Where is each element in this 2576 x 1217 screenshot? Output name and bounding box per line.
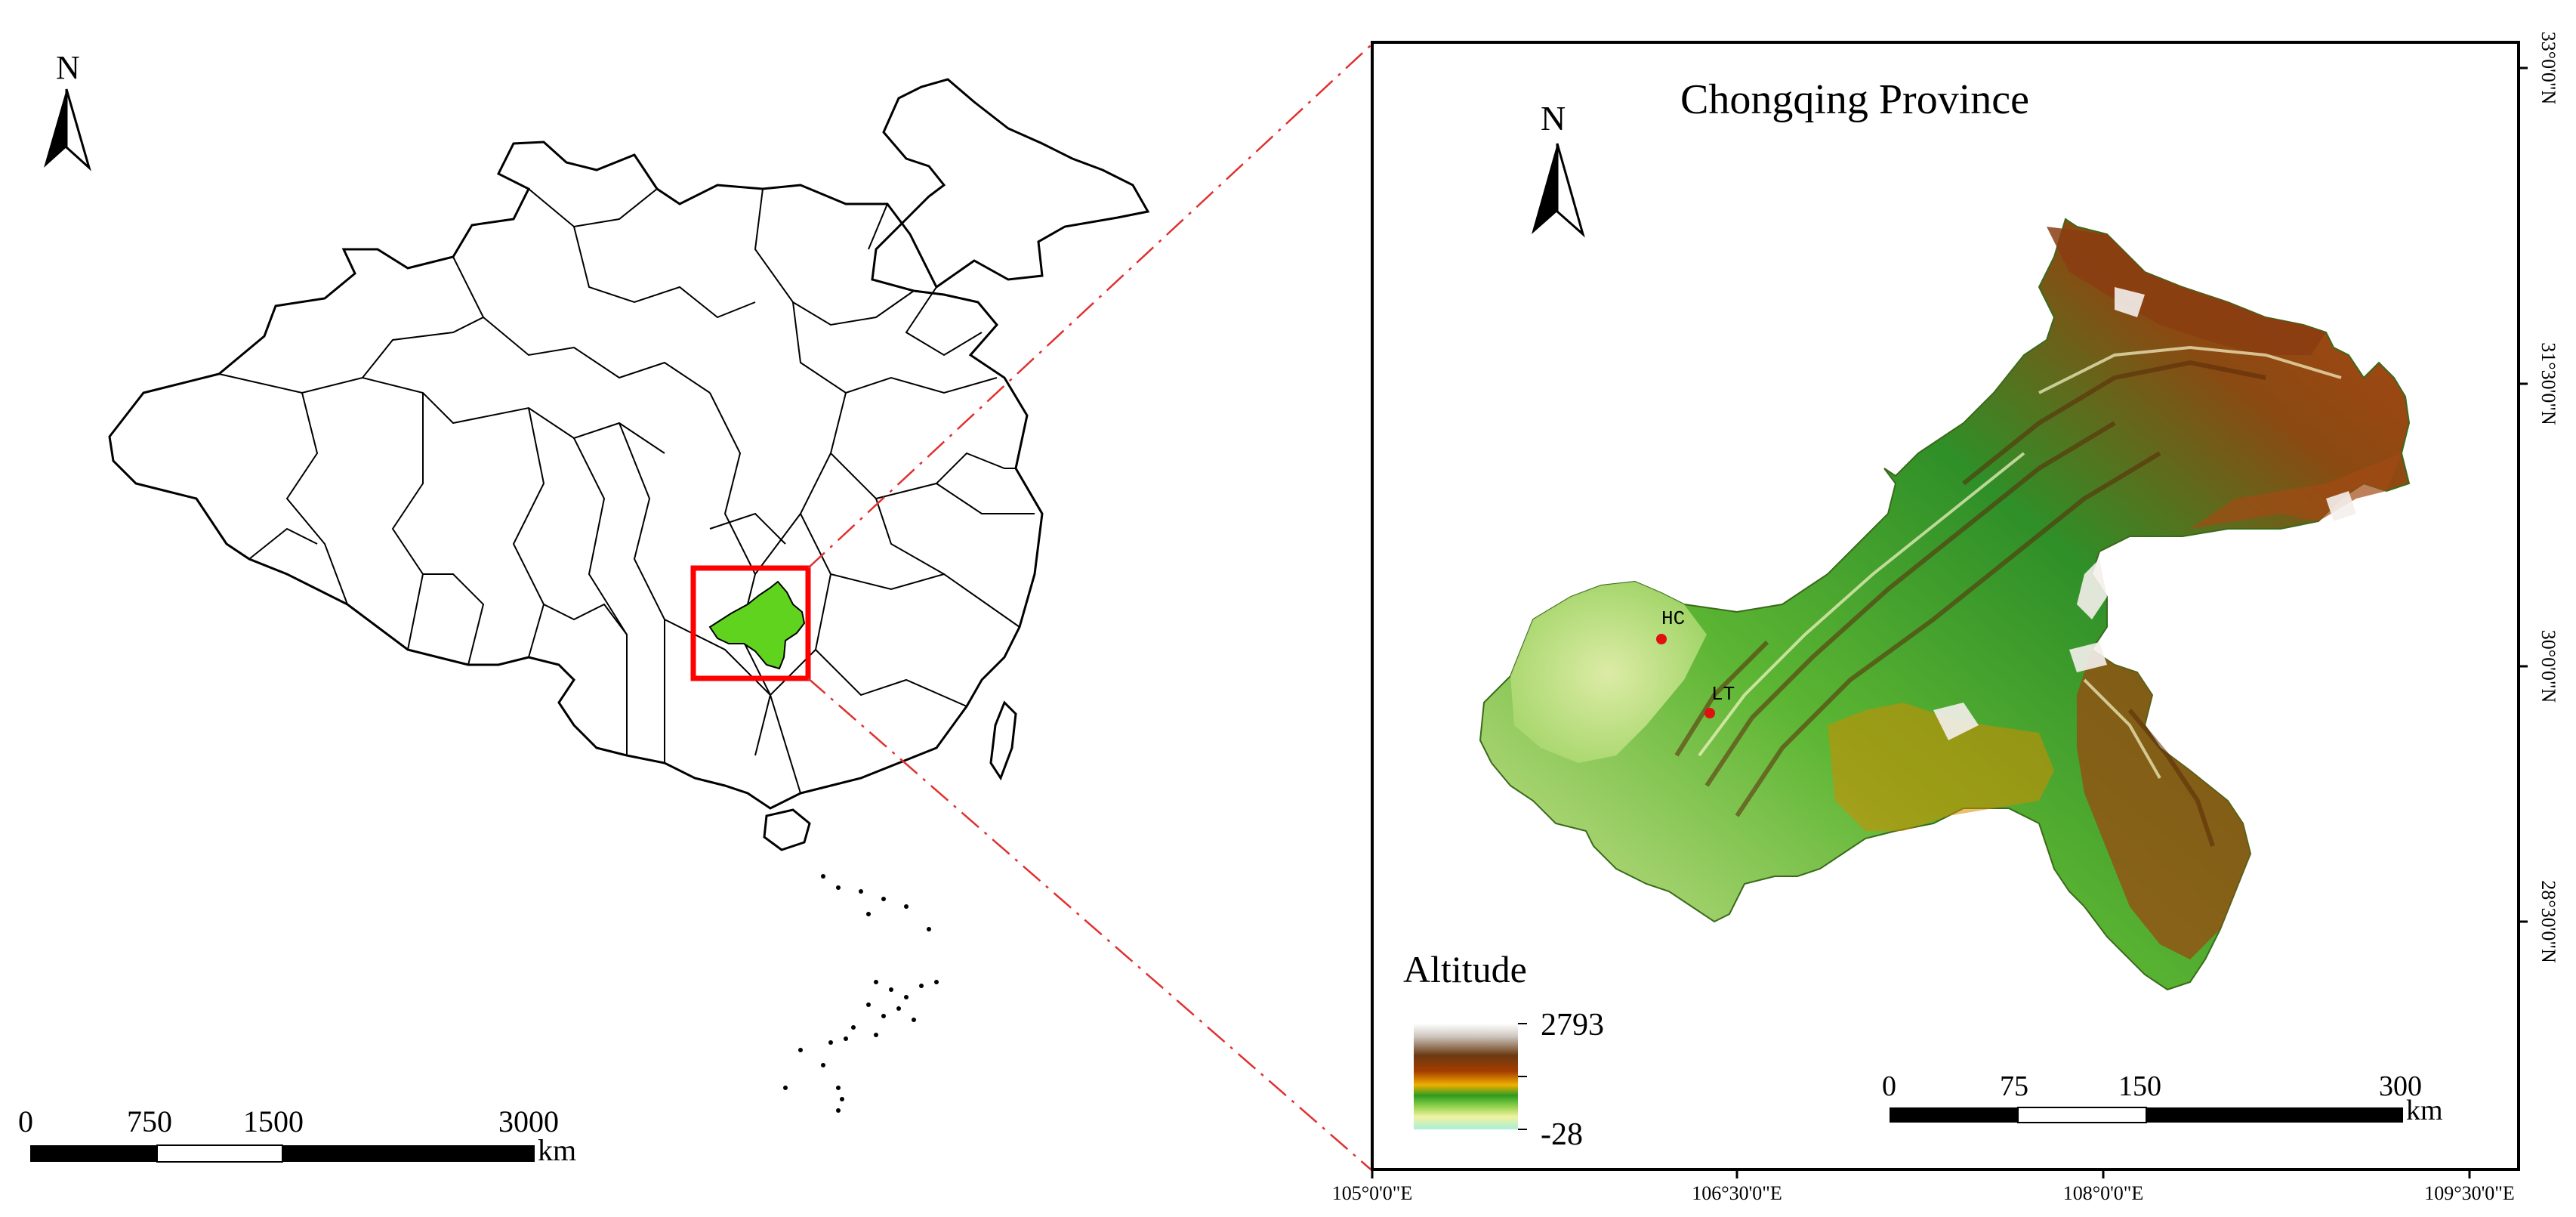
left-north-label: N	[56, 49, 80, 86]
lat-label-31-30: 31°30'0"N	[2537, 342, 2559, 425]
chongqing-map: Chongqing Province N	[1332, 32, 2559, 1204]
right-scale-300: 300	[2379, 1070, 2422, 1102]
zoom-connector-lines	[807, 45, 1371, 1170]
left-scale-bar	[30, 1144, 535, 1163]
lon-label-105: 105°0'0"E	[1332, 1182, 1413, 1204]
right-north-label: N	[1541, 99, 1566, 137]
left-scale-0: 0	[18, 1104, 33, 1138]
lat-label-28-30: 28°30'0"N	[2537, 880, 2559, 963]
left-scale-1500: 1500	[243, 1104, 304, 1138]
legend-title: Altitude	[1403, 948, 1527, 990]
site-hc-label: HC	[1661, 607, 1685, 630]
taiwan-island	[989, 700, 1017, 781]
china-outline	[108, 78, 1150, 810]
south-sea-islands	[783, 874, 939, 1113]
dem-raster	[1479, 218, 2411, 991]
chongqing-highlight	[708, 580, 806, 670]
left-scale-750: 750	[127, 1104, 172, 1138]
frame-ticks	[1371, 66, 2528, 1178]
legend-ticks	[1518, 1023, 1527, 1130]
right-scale-0: 0	[1882, 1070, 1896, 1102]
map-title: Chongqing Province	[1680, 76, 2029, 123]
right-scale-150: 150	[2118, 1070, 2161, 1102]
china-map: N	[18, 49, 1150, 1167]
right-scale-75: 75	[2000, 1070, 2028, 1102]
north-arrow-icon	[44, 88, 91, 171]
site-lt-label: LT	[1711, 683, 1735, 706]
legend-min: -28	[1541, 1117, 1583, 1152]
lat-label-30: 30°0'0"N	[2537, 630, 2559, 703]
hainan-island	[763, 808, 811, 851]
admin-boundaries	[218, 188, 1035, 794]
left-scale-unit: km	[538, 1133, 576, 1167]
left-scale-3000: 3000	[498, 1104, 559, 1138]
legend-max: 2793	[1541, 1008, 1604, 1042]
lon-label-109-30: 109°30'0"E	[2424, 1182, 2515, 1204]
lon-label-106-30: 106°30'0"E	[1692, 1182, 1782, 1204]
site-lt-marker-icon	[1704, 708, 1715, 718]
site-hc: HC	[1656, 607, 1685, 644]
lon-label-108: 108°0'0"E	[2063, 1182, 2144, 1204]
site-hc-marker-icon	[1656, 634, 1667, 644]
lat-label-33: 33°0'0"N	[2537, 32, 2559, 105]
focus-box	[690, 565, 811, 681]
right-scale-unit: km	[2406, 1095, 2443, 1126]
right-scale-bar	[1890, 1107, 2403, 1123]
site-lt: LT	[1704, 683, 1735, 718]
legend-ramp	[1414, 1024, 1518, 1129]
right-north-arrow-icon	[1532, 143, 1585, 238]
